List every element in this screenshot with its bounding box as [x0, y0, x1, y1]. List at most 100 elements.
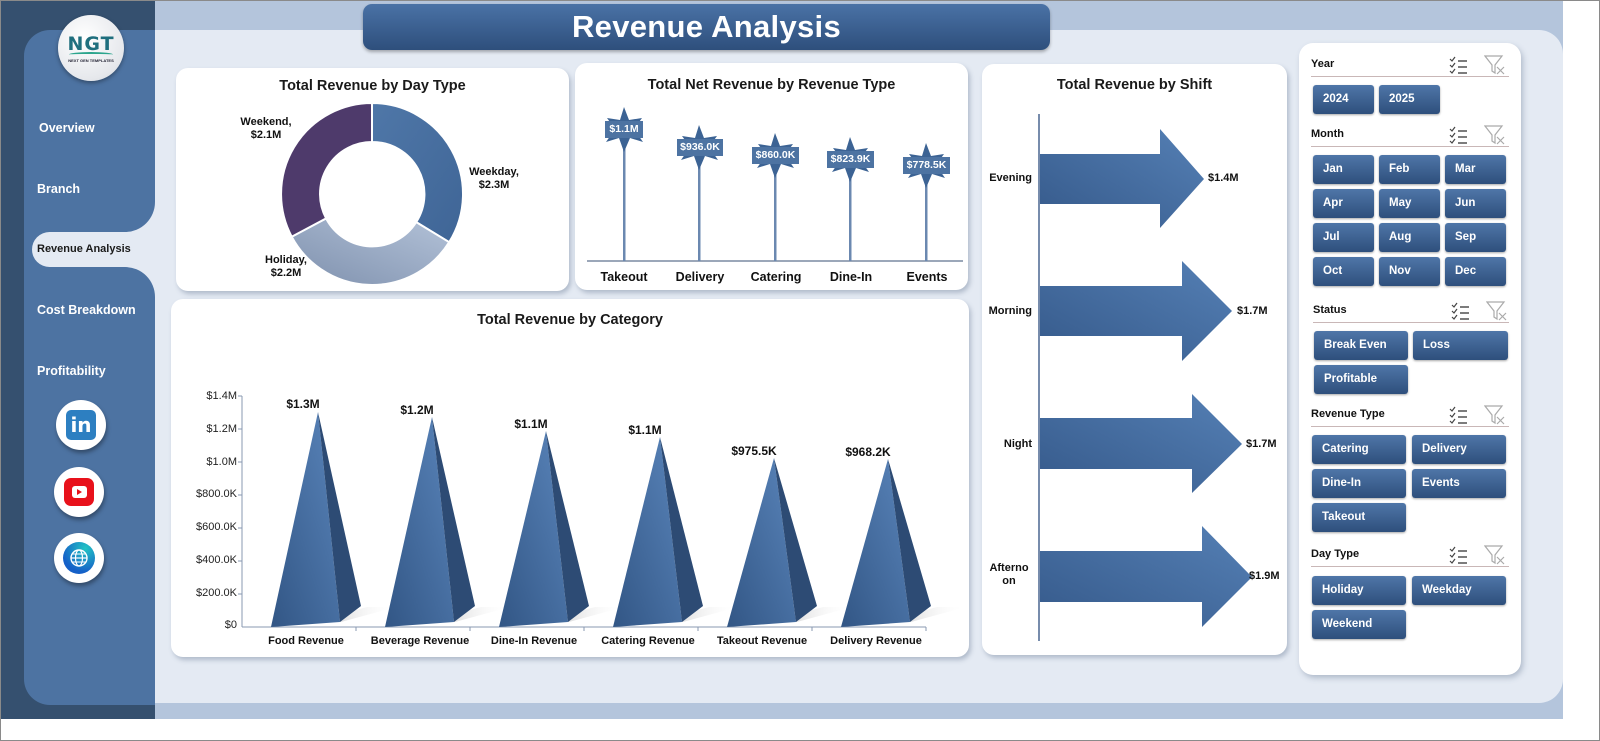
- chart-title: Total Net Revenue by Revenue Type: [647, 77, 896, 93]
- slicer-revenue-type-dine-in[interactable]: Dine-In: [1312, 469, 1406, 498]
- x-axis-label: Delivery Revenue: [830, 635, 922, 647]
- slicer-revenue-type-events[interactable]: Events: [1412, 469, 1506, 498]
- label-holiday: Holiday, $2.2M: [265, 254, 307, 279]
- multi-select-icon[interactable]: [1448, 125, 1468, 145]
- y-tick: $1.0M: [206, 456, 237, 468]
- youtube-button[interactable]: [54, 467, 104, 517]
- slicer-month-may[interactable]: May: [1379, 189, 1440, 218]
- label-weekend: Weekend, $2.1M: [240, 116, 292, 141]
- active-tab-curve-bottom: [125, 267, 155, 297]
- arrow-afternoon: [1040, 526, 1252, 627]
- slicer-month-sep[interactable]: Sep: [1445, 223, 1506, 252]
- value-label: $1.1M: [609, 123, 639, 135]
- slicer-day-type-header: Day Type: [1311, 545, 1509, 567]
- sidebar-item-profitability[interactable]: Profitability: [37, 364, 106, 378]
- slicer-month-dec[interactable]: Dec: [1445, 257, 1506, 286]
- slicer-status-break-even[interactable]: Break Even: [1314, 331, 1408, 360]
- y-tick: $600.0K: [196, 521, 237, 533]
- clear-filter-icon[interactable]: [1484, 545, 1506, 565]
- x-axis-label: Events: [906, 270, 948, 284]
- category-chart-card: Total Revenue by Category $1.4M $1.2M $1…: [171, 299, 969, 657]
- value-label: $1.7M: [1237, 305, 1268, 317]
- multi-select-icon[interactable]: [1448, 55, 1468, 75]
- multi-select-icon[interactable]: [1448, 405, 1468, 425]
- slicer-title: Revenue Type: [1311, 408, 1385, 420]
- youtube-icon: [64, 478, 94, 506]
- x-axis-label: Food Revenue: [268, 635, 344, 647]
- logo-text: NGT: [67, 32, 115, 55]
- label-weekday: Weekday, $2.3M: [469, 166, 519, 191]
- sidebar-item-cost-breakdown[interactable]: Cost Breakdown: [37, 303, 136, 317]
- linkedin-button[interactable]: in: [56, 400, 106, 450]
- sidebar-item-overview[interactable]: Overview: [39, 121, 95, 135]
- donut-slice-holiday[interactable]: [290, 217, 451, 286]
- logo-subtitle: NEXT GEN TEMPLATES: [68, 57, 114, 63]
- slicer-month-jan[interactable]: Jan: [1313, 155, 1374, 184]
- slicer-day-type-weekend[interactable]: Weekend: [1312, 610, 1406, 639]
- donut-slice-weekday[interactable]: [371, 101, 464, 244]
- slicer-title: Year: [1311, 58, 1335, 70]
- slicer-year-2025[interactable]: 2025: [1379, 85, 1440, 114]
- multi-select-icon[interactable]: [1448, 545, 1468, 565]
- slicer-revenue-type-takeout[interactable]: Takeout: [1312, 503, 1406, 532]
- slicer-month-jul[interactable]: Jul: [1313, 223, 1374, 252]
- clear-filter-icon[interactable]: [1484, 125, 1506, 145]
- sidebar-item-branch[interactable]: Branch: [37, 182, 81, 196]
- slicer-month-aug[interactable]: Aug: [1379, 223, 1440, 252]
- x-axis-label: Takeout Revenue: [716, 635, 808, 647]
- multi-select-icon[interactable]: [1450, 301, 1470, 321]
- sidebar-item-revenue-analysis-label[interactable]: Revenue Analysis: [37, 243, 131, 255]
- clear-filter-icon[interactable]: [1484, 55, 1506, 75]
- active-tab-curve-top: [125, 202, 155, 232]
- revenue-type-lollipop-chart: [587, 107, 963, 262]
- x-axis-label: Takeout: [600, 270, 648, 284]
- clear-filter-icon[interactable]: [1484, 405, 1506, 425]
- slicer-status-loss[interactable]: Loss: [1413, 331, 1508, 360]
- slicer-revenue-type-catering[interactable]: Catering: [1312, 435, 1406, 464]
- slicer-status-profitable[interactable]: Profitable: [1314, 365, 1408, 394]
- chart-title: Total Revenue by Day Type: [279, 78, 466, 94]
- arrow-evening: [1040, 129, 1204, 228]
- slicer-year-header: Year: [1311, 55, 1509, 77]
- slicer-title: Day Type: [1311, 548, 1360, 560]
- value-label: $1.9M: [1249, 570, 1280, 582]
- x-axis-label: Catering: [750, 270, 802, 284]
- slicer-revenue-type-header: Revenue Type: [1311, 405, 1509, 427]
- slicer-day-type-weekday[interactable]: Weekday: [1412, 576, 1506, 605]
- value-label: $1.1M: [514, 417, 548, 431]
- value-label: $1.3M: [286, 397, 320, 411]
- arrow-night: [1040, 394, 1242, 493]
- y-tick: $400.0K: [196, 554, 237, 566]
- x-axis-label: Catering Revenue: [601, 635, 695, 647]
- slicer-year-2024[interactable]: 2024: [1313, 85, 1374, 114]
- slicer-title: Status: [1313, 304, 1347, 316]
- sidebar-item-revenue-analysis[interactable]: [32, 232, 155, 267]
- x-axis-label: Beverage Revenue: [370, 635, 470, 647]
- value-label: $1.7M: [1246, 438, 1277, 450]
- day-type-chart-card: Total Revenue by Day Type Weekend, $2.1M …: [176, 68, 569, 291]
- slicer-month-mar[interactable]: Mar: [1445, 155, 1506, 184]
- slicer-day-type-holiday[interactable]: Holiday: [1312, 576, 1406, 605]
- shift-arrow-chart: [1038, 114, 1252, 641]
- slicer-month-jun[interactable]: Jun: [1445, 189, 1506, 218]
- slicer-month-oct[interactable]: Oct: [1313, 257, 1374, 286]
- slicer-revenue-type-delivery[interactable]: Delivery: [1412, 435, 1506, 464]
- slicer-title: Month: [1311, 128, 1344, 140]
- y-axis-label: Night: [1003, 438, 1032, 450]
- website-button[interactable]: [54, 533, 104, 583]
- slicer-month-feb[interactable]: Feb: [1379, 155, 1440, 184]
- slicer-month-nov[interactable]: Nov: [1379, 257, 1440, 286]
- donut-slice-weekend[interactable]: [280, 101, 373, 239]
- y-axis-label: Evening: [989, 172, 1032, 184]
- value-label: $975.5K: [731, 444, 777, 458]
- page-title: Revenue Analysis: [572, 9, 841, 44]
- sidebar: [24, 30, 155, 705]
- y-tick: $200.0K: [196, 587, 237, 599]
- slicer-month-apr[interactable]: Apr: [1313, 189, 1374, 218]
- y-tick: $1.4M: [206, 390, 237, 402]
- clear-filter-icon[interactable]: [1486, 301, 1508, 321]
- y-tick: $800.0K: [196, 488, 237, 500]
- x-axis-label: Dine-In: [829, 270, 873, 284]
- value-label: $778.5K: [906, 159, 947, 171]
